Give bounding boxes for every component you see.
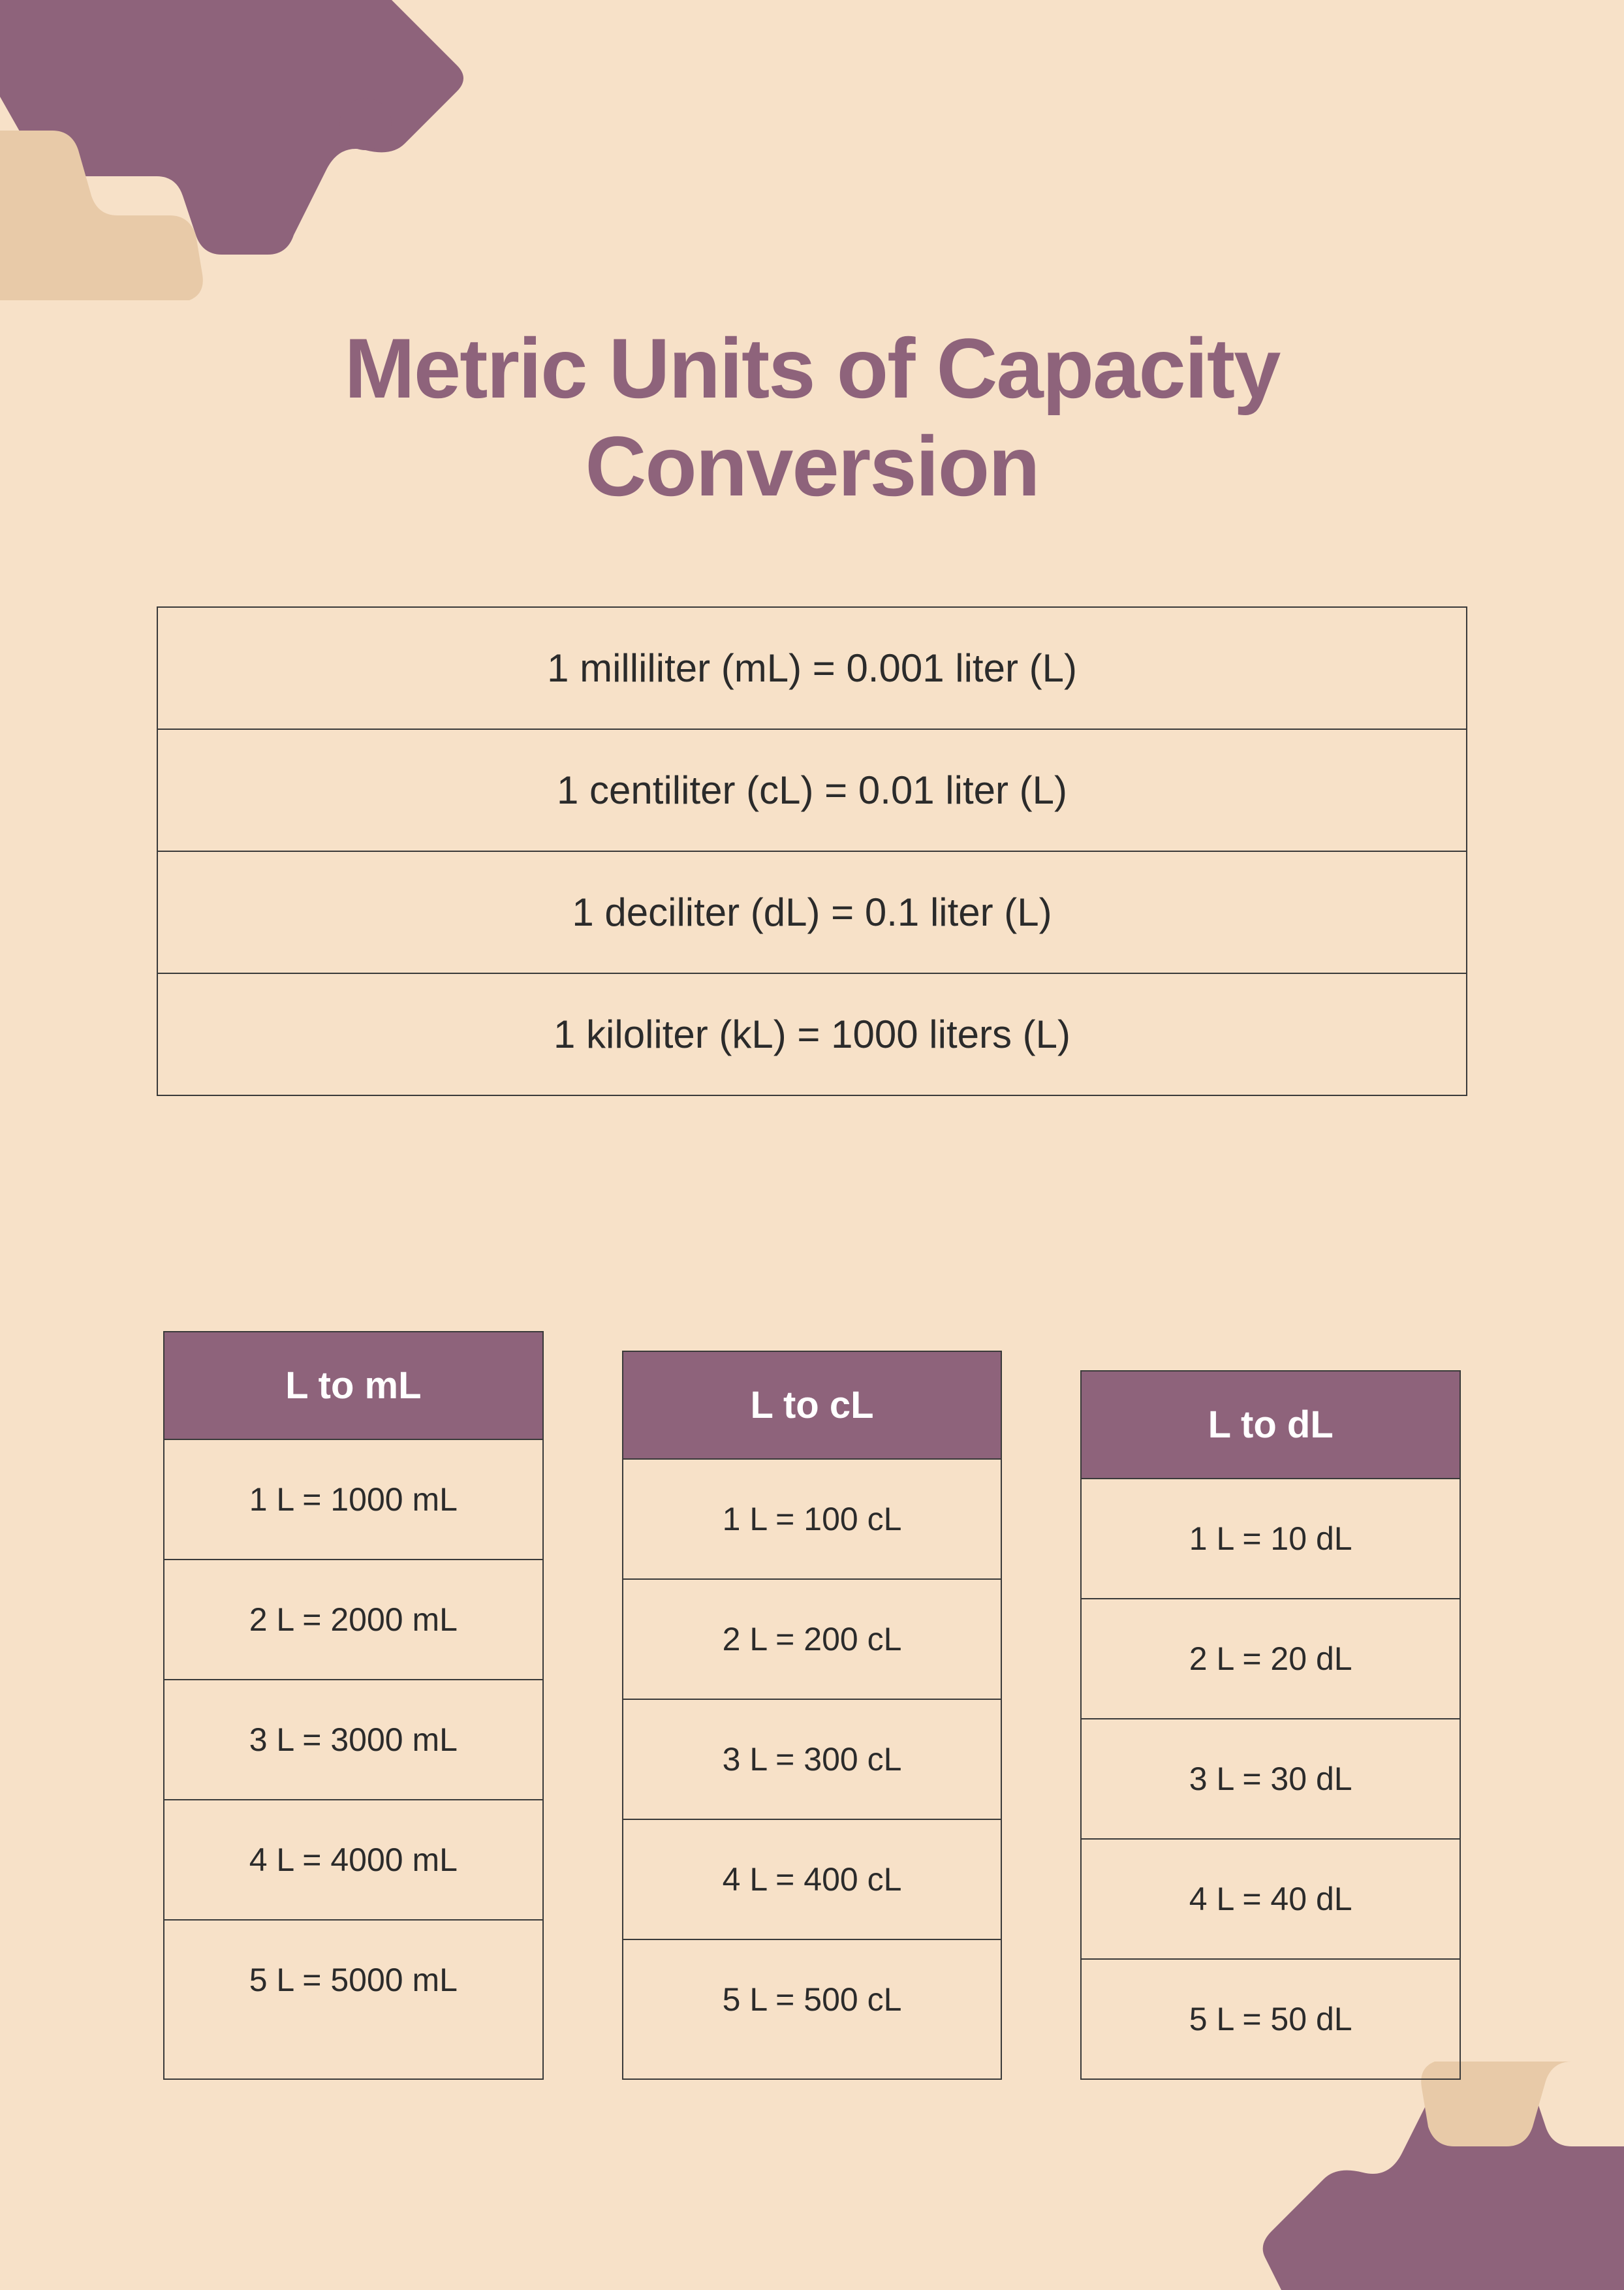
- table-row: 5 L = 500 cL: [623, 1940, 1001, 2059]
- conversion-table-dl: L to dL 1 L = 10 dL 2 L = 20 dL 3 L = 30…: [1080, 1370, 1461, 2080]
- table-row: 5 L = 50 dL: [1082, 1960, 1460, 2078]
- table-row: 4 L = 4000 mL: [164, 1800, 542, 1921]
- definition-row: 1 milliliter (mL) = 0.001 liter (L): [158, 608, 1466, 730]
- table-row: 3 L = 3000 mL: [164, 1680, 542, 1800]
- conversion-table-ml: L to mL 1 L = 1000 mL 2 L = 2000 mL 3 L …: [163, 1331, 544, 2080]
- table-row: 1 L = 10 dL: [1082, 1479, 1460, 1599]
- definition-row: 1 kiloliter (kL) = 1000 liters (L): [158, 974, 1466, 1095]
- definition-row: 1 centiliter (cL) = 0.01 liter (L): [158, 730, 1466, 852]
- table-row: 3 L = 30 dL: [1082, 1719, 1460, 1840]
- table-row: 1 L = 1000 mL: [164, 1440, 542, 1560]
- table-header: L to dL: [1082, 1372, 1460, 1479]
- table-row: 2 L = 200 cL: [623, 1580, 1001, 1700]
- table-row: 5 L = 5000 mL: [164, 1921, 542, 2039]
- table-row: 2 L = 20 dL: [1082, 1599, 1460, 1719]
- table-header: L to mL: [164, 1332, 542, 1440]
- table-header: L to cL: [623, 1352, 1001, 1460]
- table-row: 4 L = 400 cL: [623, 1820, 1001, 1940]
- definition-row: 1 deciliter (dL) = 0.1 liter (L): [158, 852, 1466, 974]
- table-row: 1 L = 100 cL: [623, 1460, 1001, 1580]
- definitions-table: 1 milliliter (mL) = 0.001 liter (L) 1 ce…: [157, 606, 1467, 1096]
- table-row: 3 L = 300 cL: [623, 1700, 1001, 1820]
- table-row: 4 L = 40 dL: [1082, 1840, 1460, 1960]
- table-row: 2 L = 2000 mL: [164, 1560, 542, 1680]
- conversion-table-cl: L to cL 1 L = 100 cL 2 L = 200 cL 3 L = …: [622, 1351, 1003, 2080]
- conversion-tables-row: L to mL 1 L = 1000 mL 2 L = 2000 mL 3 L …: [157, 1331, 1467, 2080]
- page-title: Metric Units of Capacity Conversion: [157, 320, 1467, 515]
